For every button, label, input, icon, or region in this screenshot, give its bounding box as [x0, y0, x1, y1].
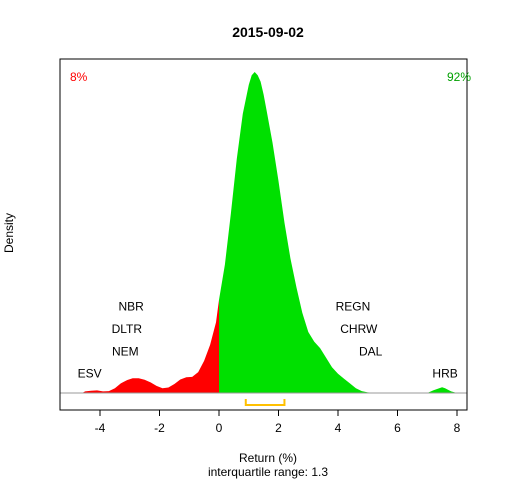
plot-area: ESV NEM DLTR NBR REGN CHRW DAL HRB [60, 72, 467, 406]
x-tick-label: 6 [394, 421, 401, 435]
positive-return-area [219, 72, 457, 393]
x-tick-label: 0 [216, 421, 223, 435]
y-axis-label: Density [2, 213, 16, 253]
x-tick-label: 4 [335, 421, 342, 435]
positive-share-label: 92% [447, 70, 471, 84]
ticker-label-nbr: NBR [119, 299, 145, 313]
ticker-label-nem: NEM [112, 344, 139, 358]
negative-share-label: 8% [70, 70, 88, 84]
chart-title: 2015-09-02 [232, 24, 304, 40]
x-tick-label: -4 [95, 421, 106, 435]
x-tick-label: 8 [454, 421, 461, 435]
iqr-bracket [244, 399, 286, 406]
x-axis: -4 -2 0 2 4 6 8 [95, 410, 461, 435]
x-tick-label: 2 [275, 421, 282, 435]
ticker-label-chrw: CHRW [340, 322, 378, 336]
iqr-subtitle: interquartile range: 1.3 [208, 465, 328, 479]
ticker-label-dal: DAL [359, 344, 383, 358]
negative-return-area [82, 299, 219, 393]
x-tick-label: -2 [154, 421, 165, 435]
ticker-label-regn: REGN [336, 299, 371, 313]
ticker-label-dltr: DLTR [112, 322, 143, 336]
ticker-label-esv: ESV [78, 367, 102, 381]
ticker-label-hrb: HRB [432, 367, 457, 381]
plot-frame [59, 58, 468, 411]
x-axis-label: Return (%) [239, 451, 297, 465]
